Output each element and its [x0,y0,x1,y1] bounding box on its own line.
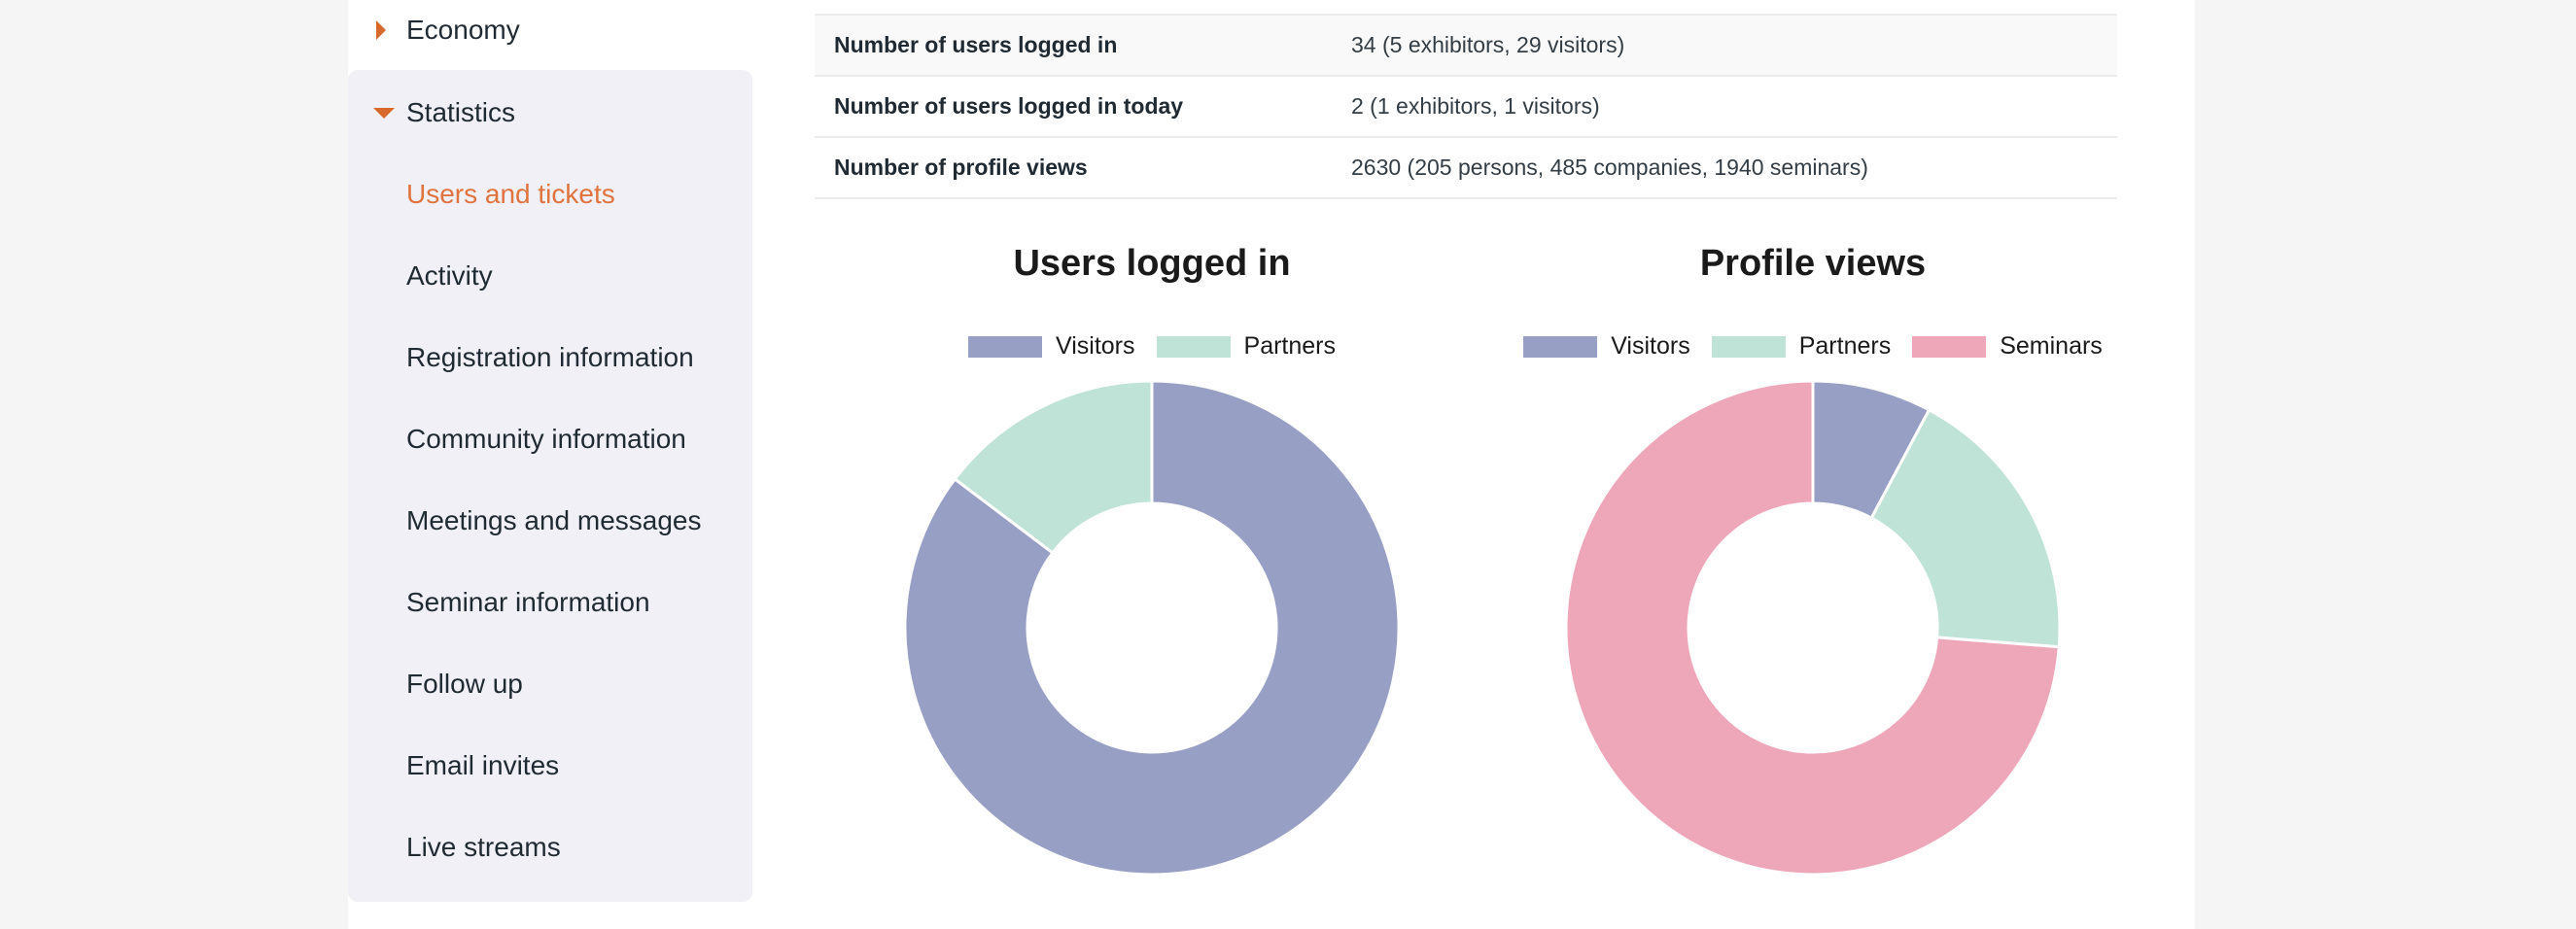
sidebar-group-label: Statistics [406,97,516,127]
statistics-panel: Statistics Users and tickets Activity Re… [348,70,752,902]
legend-swatch [968,335,1042,358]
sidebar-item-label: Live streams [406,832,561,862]
sidebar-item-activity[interactable]: Activity [348,247,752,305]
stat-label: Number of users logged in today [815,75,1332,137]
sidebar-item-users-and-tickets[interactable]: Users and tickets [348,165,752,224]
legend-item[interactable]: Visitors [1523,332,1690,361]
donut-chart [1564,379,2062,877]
legend-swatch [1523,335,1598,358]
legend-item[interactable]: Seminars [1912,332,2103,361]
donut-slice-partners[interactable] [1869,407,2062,649]
stat-value: 34 (5 exhibitors, 29 visitors) [1332,14,2117,76]
sidebar-item-label: Users and tickets [406,179,615,209]
legend-swatch [1912,335,1987,358]
sidebar-item-label: Seminar information [406,587,650,617]
sidebar-item-label: Follow up [406,669,523,699]
donut-slice-seminars[interactable] [1564,379,2061,877]
legend-label: Visitors [1611,332,1690,360]
legend-label: Visitors [1056,332,1135,360]
chart-title: Users logged in [1013,243,1291,284]
stats-table: Number of users logged in 34 (5 exhibito… [815,14,2117,199]
legend-label: Partners [1243,332,1336,360]
sidebar-item-label: Meetings and messages [406,505,702,535]
donut-slice-visitors[interactable] [903,379,1401,877]
legend-item[interactable]: Partners [1156,332,1336,361]
caret-down-icon [373,107,395,119]
sidebar-item-live-streams[interactable]: Live streams [348,818,752,877]
sidebar-item-follow-up[interactable]: Follow up [348,655,752,713]
page: Economy Statistics Users and tickets Act… [348,0,2195,929]
sidebar-item-seminar-information[interactable]: Seminar information [348,573,752,632]
chart-legend: Visitors Partners [821,332,1482,361]
sidebar-item-email-invites[interactable]: Email invites [348,737,752,795]
sidebar-item-community-information[interactable]: Community information [348,410,752,468]
sidebar-group-economy[interactable]: Economy [348,0,752,60]
table-row: Number of users logged in 34 (5 exhibito… [815,14,2117,76]
sidebar-item-label: Activity [406,260,493,291]
table-row: Number of profile views 2630 (205 person… [815,136,2117,199]
profile-views-chart: Profile views Visitors Partners Seminars [1482,243,2143,884]
caret-right-icon [376,20,386,40]
table-row: Number of users logged in today 2 (1 exh… [815,75,2117,137]
legend-label: Partners [1798,332,1892,360]
chart-legend: Visitors Partners Seminars [1482,332,2143,361]
legend-swatch [1156,335,1231,358]
sidebar-item-label: Registration information [406,342,694,372]
sidebar-item-meetings-and-messages[interactable]: Meetings and messages [348,492,752,550]
sidebar-item-label: Email invites [406,750,560,780]
sidebar-group-statistics[interactable]: Statistics [348,84,752,142]
sidebar-item-label: Community information [406,424,686,454]
donut-chart [903,379,1401,877]
legend-item[interactable]: Visitors [968,332,1135,361]
sidebar-group-label: Economy [406,15,520,45]
users-logged-in-chart: Users logged in Visitors Partners [821,243,1482,884]
chart-title: Profile views [1699,243,1927,284]
stat-value: 2630 (205 persons, 485 companies, 1940 s… [1332,136,2117,199]
stat-value: 2 (1 exhibitors, 1 visitors) [1332,75,2117,137]
stat-label: Number of users logged in [815,14,1332,76]
legend-swatch [1711,335,1786,358]
legend-item[interactable]: Partners [1711,332,1892,361]
legend-label: Seminars [2000,332,2103,360]
sidebar-item-registration-information[interactable]: Registration information [348,328,752,387]
donut-slice-partners[interactable] [953,379,1154,555]
stat-label: Number of profile views [815,136,1332,199]
